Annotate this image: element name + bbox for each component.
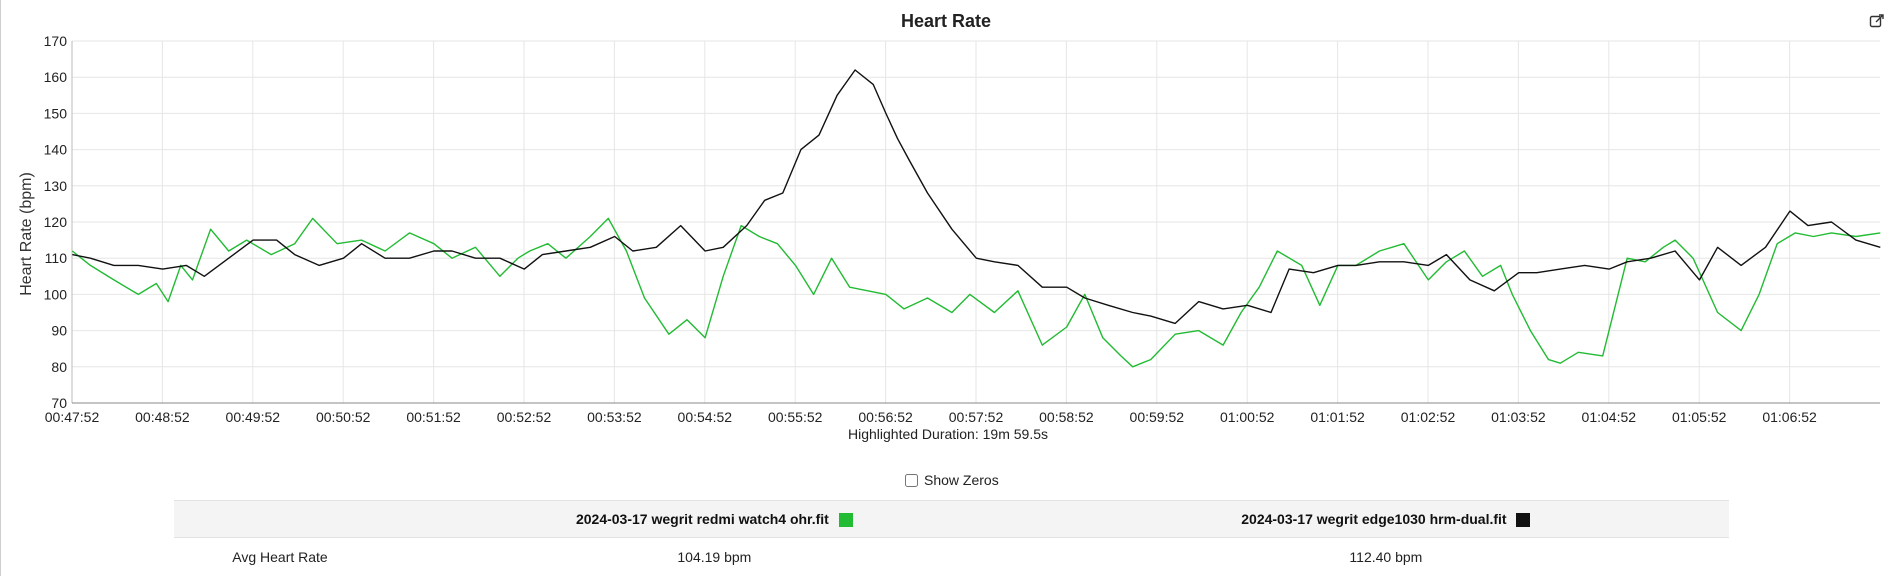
- show-zeros-checkbox[interactable]: [905, 473, 918, 487]
- x-tick-label: 01:04:52: [1582, 409, 1637, 425]
- y-axis-title: Heart Rate (bpm): [18, 172, 35, 296]
- avg-hr-redmi: 104.19 bpm: [677, 549, 752, 565]
- summary-header-row: 2024-03-17 wegrit redmi watch4 ohr.fit 2…: [174, 500, 1729, 538]
- x-tick-label: 00:52:52: [497, 409, 552, 425]
- export-icon[interactable]: [1869, 13, 1885, 29]
- summary-column-header: 2024-03-17 wegrit redmi watch4 ohr.fit: [386, 501, 1043, 538]
- x-tick-label: 00:56:52: [858, 409, 913, 425]
- series-color-swatch: [1516, 513, 1531, 528]
- series-lines: [71, 69, 1881, 368]
- x-tick-label: 00:55:52: [768, 409, 823, 425]
- page-left-border: [0, 0, 1, 576]
- show-zeros-label: Show Zeros: [924, 472, 999, 488]
- summary-table: 2024-03-17 wegrit redmi watch4 ohr.fit 2…: [174, 500, 1729, 576]
- y-tick-label: 120: [44, 214, 68, 230]
- heart-rate-chart: Heart Rate 70 80 90 100 110 120 130 140 150 160 17…: [18, 11, 1881, 442]
- series-line-edge: [72, 69, 1881, 325]
- x-tick-label: 00:58:52: [1039, 409, 1094, 425]
- x-tick-label: 01:01:52: [1310, 409, 1365, 425]
- chart-axes: [71, 41, 1880, 404]
- y-tick-label: 140: [44, 142, 68, 158]
- x-tick-label: 00:50:52: [316, 409, 371, 425]
- y-tick-label: 100: [44, 286, 68, 302]
- x-tick-label: 01:06:52: [1762, 409, 1817, 425]
- avg-hr-edge: 112.40 bpm: [1349, 549, 1423, 565]
- x-tick-label: 00:51:52: [406, 409, 461, 425]
- chart-title: Heart Rate: [901, 11, 991, 31]
- x-tick-label: 00:48:52: [135, 409, 190, 425]
- summary-row: Avg Heart Rate 104.19 bpm 112.40 bpm: [174, 538, 1729, 576]
- x-tick-label: 01:05:52: [1672, 409, 1727, 425]
- chart-gridlines: [72, 40, 1880, 403]
- x-tick-label: 01:03:52: [1491, 409, 1546, 425]
- x-tick-label: 00:59:52: [1130, 409, 1185, 425]
- y-tick-label: 130: [44, 178, 68, 194]
- y-tick-label: 160: [44, 69, 68, 85]
- x-tick-label: 00:53:52: [587, 409, 642, 425]
- file-name-edge: 2024-03-17 wegrit edge1030 hrm-dual.fit: [1241, 510, 1507, 527]
- y-tick-label: 80: [51, 359, 67, 375]
- x-tick-label: 01:00:52: [1220, 409, 1275, 425]
- summary-corner-cell: [174, 501, 386, 538]
- y-tick-label: 90: [51, 323, 67, 339]
- y-tick-label: 110: [45, 250, 68, 266]
- y-tick-label: 150: [44, 105, 68, 121]
- file-name-redmi: 2024-03-17 wegrit redmi watch4 ohr.fit: [575, 510, 829, 527]
- x-tick-label: 00:49:52: [226, 409, 281, 425]
- x-tick-labels: 00:47:52 00:48:52 00:49:52 00:50:52 00:51:52…: [45, 409, 1817, 425]
- x-tick-label: 00:47:52: [45, 409, 100, 425]
- highlighted-duration: Highlighted Duration: 19m 59.5s: [848, 426, 1048, 442]
- row-label: Avg Heart Rate: [232, 549, 328, 565]
- summary-column-header: 2024-03-17 wegrit edge1030 hrm-dual.fit: [1043, 501, 1729, 538]
- x-tick-label: 00:54:52: [678, 409, 733, 425]
- series-line-redmi: [71, 217, 1881, 368]
- y-tick-label: 170: [44, 33, 68, 49]
- show-zeros-toggle[interactable]: Show Zeros: [905, 472, 999, 488]
- y-tick-label: 70: [51, 395, 67, 411]
- x-tick-label: 00:57:52: [949, 409, 1004, 425]
- y-tick-labels: 70 80 90 100 110 120 130 140 150 160 170: [44, 33, 68, 411]
- series-color-swatch: [838, 513, 853, 528]
- x-tick-label: 01:02:52: [1401, 409, 1456, 425]
